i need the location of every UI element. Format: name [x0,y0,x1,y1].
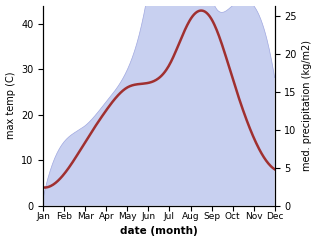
X-axis label: date (month): date (month) [120,227,198,236]
Y-axis label: med. precipitation (kg/m2): med. precipitation (kg/m2) [302,40,313,171]
Y-axis label: max temp (C): max temp (C) [5,72,16,139]
